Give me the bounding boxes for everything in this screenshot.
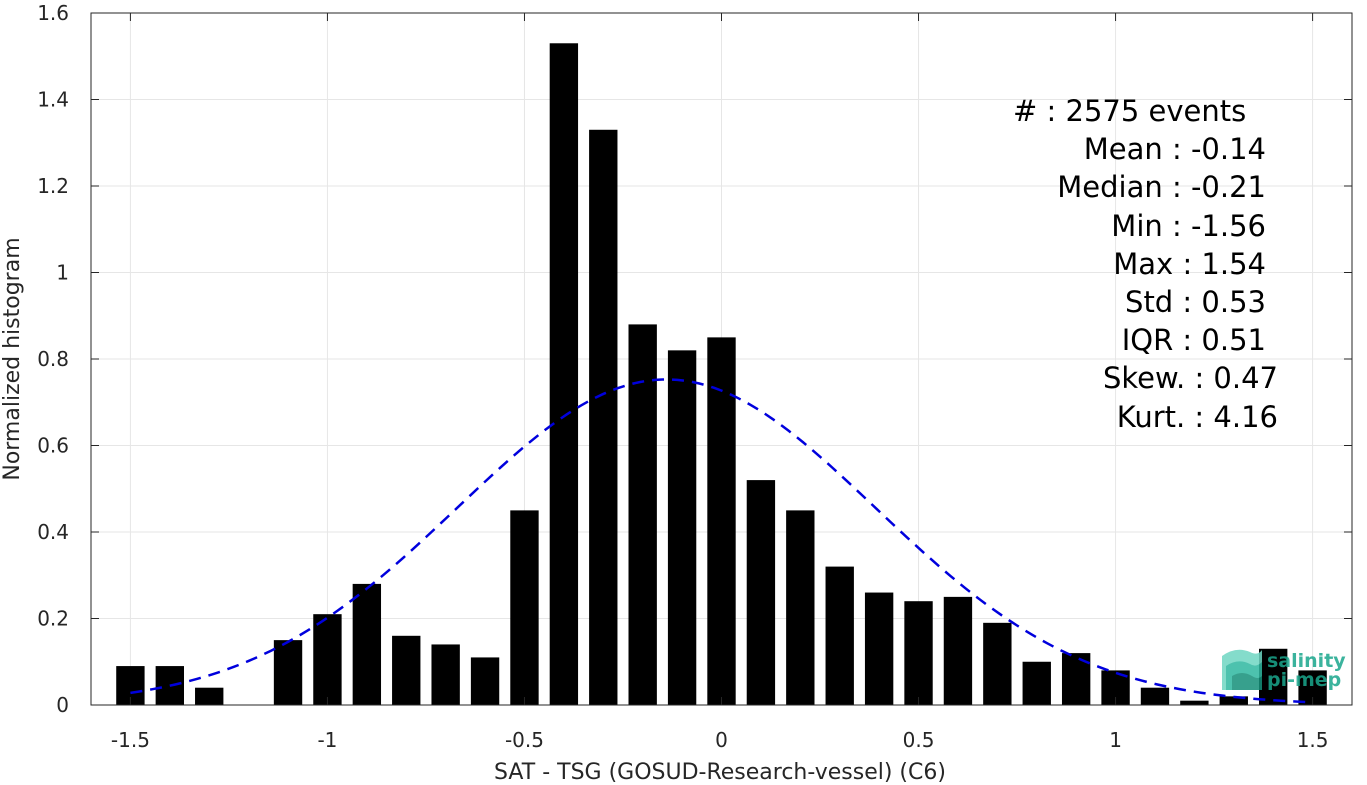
histogram-bar xyxy=(273,640,303,705)
histogram-bars xyxy=(116,43,1327,705)
histogram-bar xyxy=(510,510,539,705)
histogram-bar xyxy=(1022,661,1051,705)
histogram-bar xyxy=(707,337,736,705)
x-tick-label: -1.5 xyxy=(111,728,150,752)
histogram-bar xyxy=(746,480,776,705)
y-tick-label: 0.2 xyxy=(37,607,69,631)
x-tick-label: 0.5 xyxy=(903,728,935,752)
stat-max: Max : 1.54 xyxy=(1113,247,1266,281)
x-tick-label: -0.5 xyxy=(505,728,544,752)
stat-std: Std : 0.53 xyxy=(1125,285,1266,319)
y-tick-label: 0 xyxy=(56,693,69,717)
histogram-bar xyxy=(431,644,460,705)
grid-lines xyxy=(91,12,1352,706)
y-tick-label: 1.4 xyxy=(37,88,69,112)
histogram-bar xyxy=(313,614,342,705)
histogram-bar xyxy=(589,129,618,705)
histogram-bar xyxy=(628,324,657,705)
stat-min: Min : -1.56 xyxy=(1111,209,1266,243)
x-tick-label: -1 xyxy=(317,728,337,752)
y-axis-ticks: 0 0.2 0.4 0.6 0.8 1 1.2 1.4 1.6 xyxy=(37,1,1352,717)
x-axis-ticks: -1.5 -1 -0.5 0 0.5 1 1.5 xyxy=(111,13,1329,752)
histogram-bar xyxy=(392,635,421,705)
x-tick-label: 0 xyxy=(715,728,728,752)
y-tick-label: 0.4 xyxy=(37,520,69,544)
x-tick-label: 1 xyxy=(1109,728,1122,752)
histogram-bar xyxy=(943,596,973,705)
logo-wave-icon xyxy=(1222,649,1262,690)
stat-events: # : 2575 events xyxy=(1013,94,1246,128)
histogram-bar xyxy=(549,43,579,705)
y-tick-label: 1 xyxy=(56,261,69,285)
histogram-bar xyxy=(1140,687,1170,705)
stat-skewness: Skew. : 0.47 xyxy=(1103,361,1278,395)
statistics-annotation: # : 2575 events Mean : -0.14 Median : -0… xyxy=(1013,94,1278,434)
logo-text-salinity: salinity xyxy=(1267,650,1346,672)
stat-median: Median : -0.21 xyxy=(1057,170,1266,204)
x-tick-label: 1.5 xyxy=(1297,728,1329,752)
stat-iqr: IQR : 0.51 xyxy=(1122,323,1266,357)
histogram-bar xyxy=(825,566,854,705)
logo-text-pimep: pi-mep xyxy=(1267,669,1341,691)
salinity-pimep-logo: salinity pi-mep xyxy=(1222,649,1346,691)
y-tick-label: 1.2 xyxy=(37,174,69,198)
histogram-bar xyxy=(667,350,697,705)
y-tick-label: 0.6 xyxy=(37,434,69,458)
normal-fit-curve xyxy=(130,378,1313,704)
stat-kurtosis: Kurt. : 4.16 xyxy=(1117,400,1278,434)
histogram-bar xyxy=(983,622,1012,705)
histogram-bar xyxy=(864,592,894,705)
histogram-bar xyxy=(195,687,224,705)
histogram-bar xyxy=(1180,700,1209,705)
histogram-bar xyxy=(1259,648,1288,705)
histogram-bar xyxy=(352,583,382,705)
x-axis-label: SAT - TSG (GOSUD-Research-vessel) (C6) xyxy=(494,760,946,785)
stat-mean: Mean : -0.14 xyxy=(1084,132,1266,166)
histogram-bar xyxy=(1219,696,1248,705)
y-tick-label: 0.8 xyxy=(37,347,69,371)
histogram-bar xyxy=(470,657,500,705)
y-axis-label: Normalized histogram xyxy=(0,237,25,480)
histogram-bar xyxy=(904,601,933,705)
y-tick-label: 1.6 xyxy=(37,1,69,25)
histogram-bar xyxy=(786,510,815,705)
